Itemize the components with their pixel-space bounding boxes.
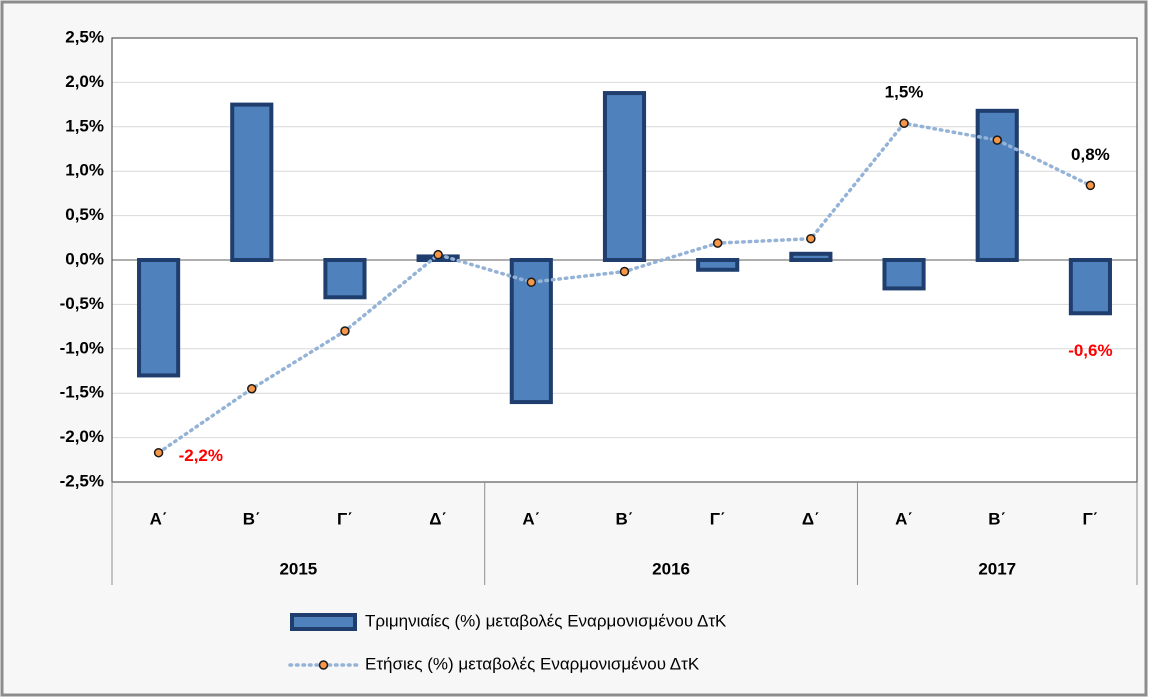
line-marker <box>712 238 723 248</box>
x-tick-label: Α΄ <box>522 509 540 528</box>
bar <box>323 258 367 300</box>
y-tick-label: -0,5% <box>60 294 104 313</box>
plot-border <box>111 37 1138 483</box>
line-marker <box>433 249 443 260</box>
line-marker <box>806 233 816 244</box>
bar <box>789 251 833 262</box>
y-tick-label: -2,5% <box>60 471 104 490</box>
x-tick-label: Γ΄ <box>337 509 353 528</box>
line-marker <box>1085 180 1096 191</box>
data-label: 0,8% <box>1071 145 1110 164</box>
marks: -0,6% -2,2% 1,5% 0,8% <box>137 83 1113 465</box>
legend-label: Ετήσιες (%) μεταβολές Εναρμονισμένου ΔτΚ <box>365 654 700 673</box>
bar <box>975 108 1019 263</box>
bar <box>1068 258 1112 316</box>
bar <box>602 91 647 262</box>
bar <box>696 258 740 272</box>
y-tick-label: 1,0% <box>65 161 104 180</box>
y-tick-label: 2,5% <box>65 27 104 46</box>
line-marker <box>619 266 630 277</box>
line-marker <box>247 384 257 394</box>
data-label: -0,6% <box>1068 341 1112 360</box>
data-label: -2,2% <box>179 446 223 465</box>
group-label: 2017 <box>978 559 1016 578</box>
x-tick-label: Γ΄ <box>1082 509 1098 528</box>
x-tick-label: Α΄ <box>150 509 168 528</box>
bar <box>230 102 274 262</box>
x-tick-label: Δ΄ <box>429 509 447 528</box>
x-tick-label: Γ΄ <box>710 509 726 528</box>
y-tick-label: -1,0% <box>60 338 104 357</box>
x-tick-label: Β΄ <box>988 509 1006 528</box>
bar <box>137 258 181 378</box>
x-tick-label: Δ΄ <box>802 509 820 528</box>
x-tick-label: Β΄ <box>243 509 261 528</box>
y-tick-label: -2,0% <box>60 427 104 446</box>
y-tick-label: 0,5% <box>65 205 104 224</box>
line-marker <box>992 135 1002 145</box>
bar <box>882 258 926 291</box>
line-marker <box>340 326 350 336</box>
y-tick-label: 1,5% <box>65 116 104 135</box>
group-label: 2015 <box>279 559 317 578</box>
y-tick-label: -1,5% <box>60 383 104 402</box>
line-marker <box>526 277 537 287</box>
y-tick-label: 2,0% <box>65 72 104 91</box>
legend-swatch <box>290 613 357 631</box>
data-label: 1,5% <box>885 83 924 102</box>
x-tick-label: Α΄ <box>895 509 913 528</box>
legend-marker <box>318 660 329 670</box>
line-marker <box>899 118 909 128</box>
group-label: 2016 <box>652 559 690 578</box>
x-tick-label: Β΄ <box>616 509 634 528</box>
line-marker <box>153 447 164 458</box>
legend-label: Τριμηνιαίες (%) μεταβολές Εναρμονισμένου… <box>365 611 727 630</box>
y-tick-label: 0,0% <box>65 249 104 268</box>
